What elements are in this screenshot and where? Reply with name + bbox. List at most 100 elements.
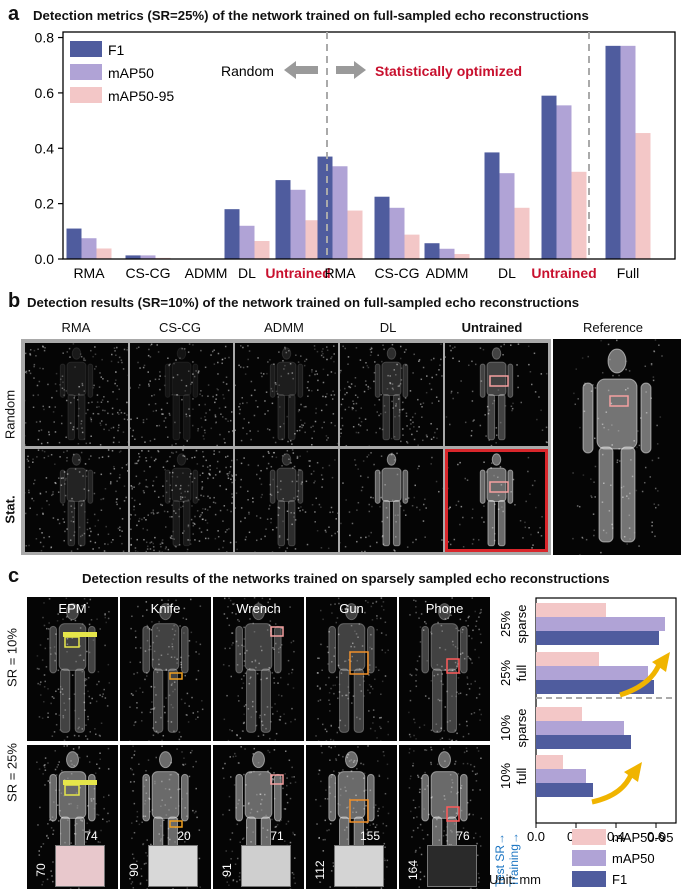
speckle xyxy=(43,456,46,459)
speckle xyxy=(443,729,445,732)
speckle xyxy=(222,416,224,418)
speckle xyxy=(103,550,106,552)
speckle xyxy=(332,390,334,393)
x-tick-label-7: ADMM xyxy=(426,265,469,281)
speckle xyxy=(294,433,296,435)
speckle xyxy=(131,497,133,499)
speckle xyxy=(52,493,54,496)
speckle xyxy=(268,751,271,754)
speckle xyxy=(373,380,375,383)
speckle xyxy=(38,668,40,670)
speckle xyxy=(451,669,454,672)
bar-f1-3 xyxy=(224,209,240,259)
speckle xyxy=(155,667,157,670)
speckle xyxy=(528,363,530,366)
speckle xyxy=(254,389,256,391)
speckle xyxy=(298,409,301,411)
speckle xyxy=(450,740,453,741)
body-part xyxy=(88,625,96,674)
speckle xyxy=(384,859,386,862)
speckle xyxy=(290,721,292,723)
speckle xyxy=(144,678,146,681)
speckle xyxy=(457,500,460,503)
speckle xyxy=(278,534,281,537)
detection-box xyxy=(349,651,369,675)
speckle xyxy=(475,780,478,782)
speckle xyxy=(226,529,228,531)
speckle xyxy=(376,615,378,617)
speckle xyxy=(170,656,173,658)
speckle xyxy=(133,505,135,508)
speckle xyxy=(178,805,180,807)
speckle xyxy=(161,599,163,601)
speckle xyxy=(327,663,329,665)
speckle xyxy=(411,433,413,436)
speckle xyxy=(656,424,658,427)
speckle xyxy=(106,705,109,707)
speckle xyxy=(338,683,341,686)
speckle xyxy=(540,409,542,412)
speckle xyxy=(253,597,256,599)
speckle xyxy=(223,718,226,721)
speckle xyxy=(197,498,200,501)
speckle xyxy=(160,408,163,411)
speckle xyxy=(161,542,164,544)
speckle xyxy=(411,504,414,507)
speckle xyxy=(462,827,465,829)
speckle xyxy=(146,548,149,550)
speckle xyxy=(476,854,479,857)
bar-f1-6 xyxy=(374,196,390,259)
speckle xyxy=(417,467,419,470)
speckle xyxy=(116,385,118,387)
speckle xyxy=(270,720,272,723)
speckle xyxy=(182,505,184,508)
speckle xyxy=(400,379,403,381)
speckle xyxy=(146,624,148,627)
speckle xyxy=(99,735,102,737)
speckle xyxy=(332,862,335,864)
speckle xyxy=(396,452,398,455)
speckle xyxy=(212,477,215,479)
speckle xyxy=(328,829,330,831)
bar-f1-0 xyxy=(66,228,82,259)
speckle xyxy=(322,839,325,841)
speckle xyxy=(360,489,363,492)
speckle xyxy=(273,749,276,751)
speckle xyxy=(333,394,336,396)
speckle xyxy=(452,357,454,360)
speckle xyxy=(281,455,284,457)
speckle xyxy=(440,680,443,682)
speckle xyxy=(266,629,269,631)
detection-box xyxy=(446,806,460,822)
speckle xyxy=(121,530,123,532)
speckle xyxy=(136,347,138,350)
speckle xyxy=(143,491,145,494)
speckle xyxy=(230,858,232,860)
panel-b-image-grid xyxy=(21,339,551,555)
speckle xyxy=(539,526,541,529)
speckle xyxy=(517,375,519,377)
speckle xyxy=(32,458,34,460)
speckle xyxy=(396,363,398,366)
speckle xyxy=(320,609,322,612)
speckle xyxy=(244,748,246,750)
speckle xyxy=(326,829,328,832)
speckle xyxy=(340,432,342,435)
speckle xyxy=(115,371,117,373)
speckle xyxy=(94,830,97,833)
speckle xyxy=(529,493,531,495)
speckle xyxy=(91,401,93,403)
speckle xyxy=(358,623,361,625)
speckle xyxy=(86,602,88,604)
speckle xyxy=(286,415,288,418)
speckle xyxy=(321,723,324,726)
speckle xyxy=(538,396,540,398)
speckle xyxy=(294,781,297,784)
speckle xyxy=(118,529,121,531)
speckle xyxy=(54,659,56,662)
speckle xyxy=(202,455,205,458)
speckle xyxy=(319,805,322,807)
speckle xyxy=(280,627,283,629)
speckle xyxy=(419,509,421,511)
speckle xyxy=(168,694,171,697)
